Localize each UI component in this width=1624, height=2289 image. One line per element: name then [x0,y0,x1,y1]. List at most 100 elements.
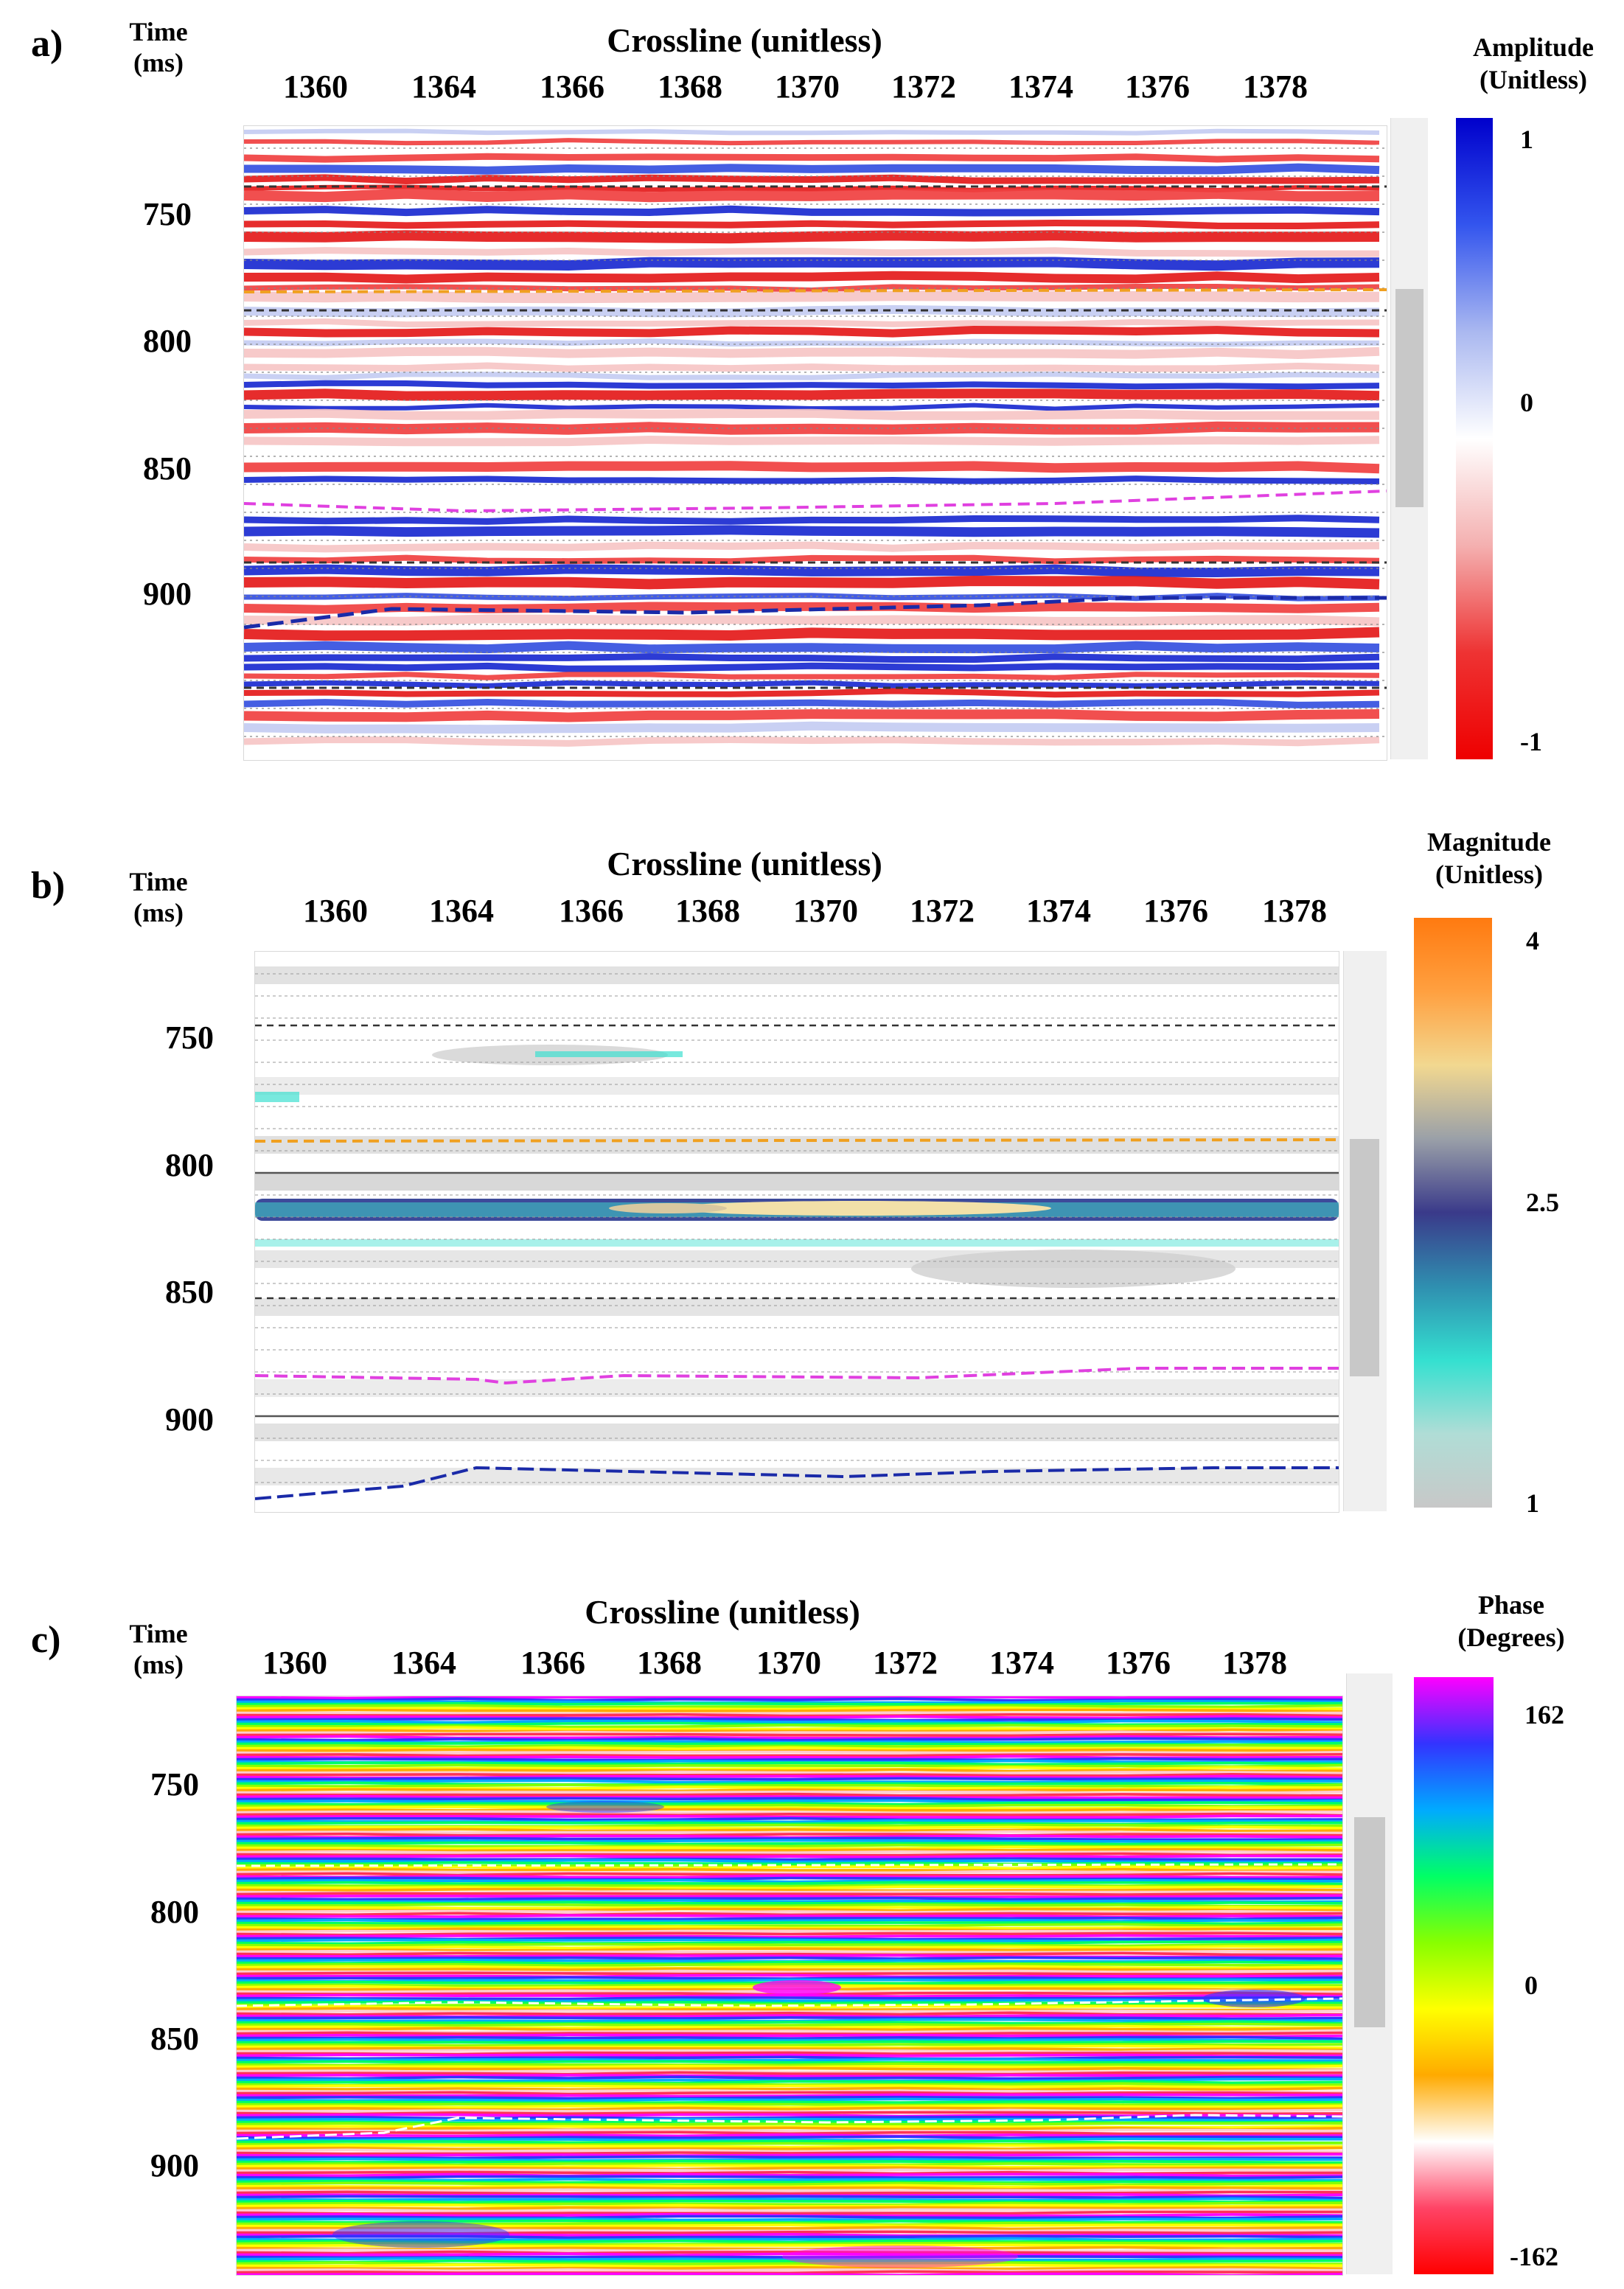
magnitude-band [255,1298,1339,1316]
scrollbar-thumb[interactable] [1350,1139,1379,1376]
horizon-white [237,2114,1342,2140]
phase-band [237,2137,1342,2142]
phase-band [237,2157,1342,2162]
phase-band [237,2128,1342,2133]
phase-band [237,2210,1342,2215]
magnitude-cyan-band [255,1092,299,1102]
phase-band [237,1943,1342,1948]
phase-band [237,1696,1342,1700]
phase-band [237,2080,1342,2085]
phase-band [237,2199,1342,2204]
x-tick-label: 1368 [658,69,722,105]
phase-band [237,2155,1342,2160]
x-tick-label: 1360 [303,893,368,929]
horizon-blue [244,596,1387,630]
phase-band [237,1704,1342,1709]
phase-band [237,1803,1342,1808]
vertical-scrollbar[interactable] [1390,118,1428,759]
amplitude-band [244,380,1380,390]
phase-band [237,2263,1342,2268]
y-tick-label: 750 [143,196,192,232]
time-axis-label: Time (ms) [111,16,206,78]
phase-band [237,1934,1342,1939]
amplitude-band [244,541,1380,553]
phase-band [237,2069,1342,2074]
scrollbar-thumb[interactable] [1354,1817,1385,2027]
phase-band [237,1923,1342,1928]
phase-band [237,2215,1342,2220]
phase-band [237,1792,1342,1797]
phase-band [237,1967,1342,1971]
phase-band [237,1701,1342,1707]
phase-band [237,1969,1342,1974]
colorbar-title: Phase (Degrees) [1423,1589,1600,1654]
phase-band [237,1883,1342,1888]
phase-band [237,2053,1342,2058]
phase-band [237,2252,1342,2257]
phase-band [237,1719,1342,1724]
amplitude-band [244,389,1380,401]
seismic-section-amplitude [243,125,1387,761]
phase-band [237,2115,1342,2120]
phase-band [237,2195,1342,2200]
panel-label: a) [31,23,63,65]
phase-band [237,2122,1342,2126]
phase-band [237,2217,1342,2222]
colorbar-tick: 0 [1524,1971,1538,2000]
phase-band [237,2188,1342,2193]
y-tick-label: 850 [150,2021,199,2057]
y-tick-label: 800 [150,1894,199,1930]
phase-band [237,2106,1342,2111]
phase-band [237,1746,1342,1751]
magnitude-blob [911,1250,1236,1288]
phase-band [237,2197,1342,2202]
colorbar-title: Amplitude (Unitless) [1445,31,1622,96]
x-tick-label: 1364 [391,1645,456,1681]
phase-band [237,1899,1342,1903]
phase-band [237,1794,1342,1800]
amplitude-band [244,698,1380,708]
colorbar-title-line1: Magnitude [1426,827,1551,857]
phase-band [237,1949,1342,1954]
phase-band [237,1753,1342,1757]
x-tick-label: 1378 [1262,893,1327,929]
x-tick-label: 1374 [989,1645,1054,1681]
phase-band [237,2091,1342,2096]
vertical-scrollbar[interactable] [1343,951,1387,1511]
phase-band [237,1715,1342,1720]
phase-band [237,1810,1342,1815]
amplitude-band [244,247,1379,257]
amplitude-band [244,483,1380,498]
time-label-line1: Time [129,1619,188,1648]
phase-band [237,2031,1342,2036]
phase-band [237,1996,1342,2001]
colorbar-tick: 2.5 [1526,1188,1559,1217]
amplitude-band [244,736,1380,747]
phase-band [237,2153,1342,2158]
phase-band [237,1858,1342,1864]
vertical-scrollbar[interactable] [1346,1673,1393,2274]
amplitude-band [244,372,1380,380]
time-label-line2: (ms) [133,898,184,927]
x-tick-label: 1376 [1106,1645,1171,1681]
magnitude-cyan-band [535,1051,683,1057]
x-tick-label: 1378 [1243,69,1308,105]
time-axis-label: Time (ms) [111,866,206,928]
x-tick-label: 1364 [411,69,476,105]
phase-colorbar [1414,1677,1494,2274]
horizon-white [237,1997,1342,2007]
panel-label: b) [31,865,66,907]
phase-band [237,2093,1342,2098]
x-tick-label: 1372 [910,893,975,929]
phase-band [237,1777,1342,1781]
amplitude-band [244,672,1380,680]
phase-band [237,2179,1342,2184]
scrollbar-thumb[interactable] [1395,289,1423,507]
phase-anomaly [753,1980,841,1995]
phase-band [237,2248,1342,2253]
colorbar-title-line2: (Degrees) [1457,1623,1565,1652]
phase-band [237,2011,1342,2016]
phase-band [237,1998,1342,2003]
phase-band [237,2058,1342,2062]
amplitude-band [244,564,1380,578]
